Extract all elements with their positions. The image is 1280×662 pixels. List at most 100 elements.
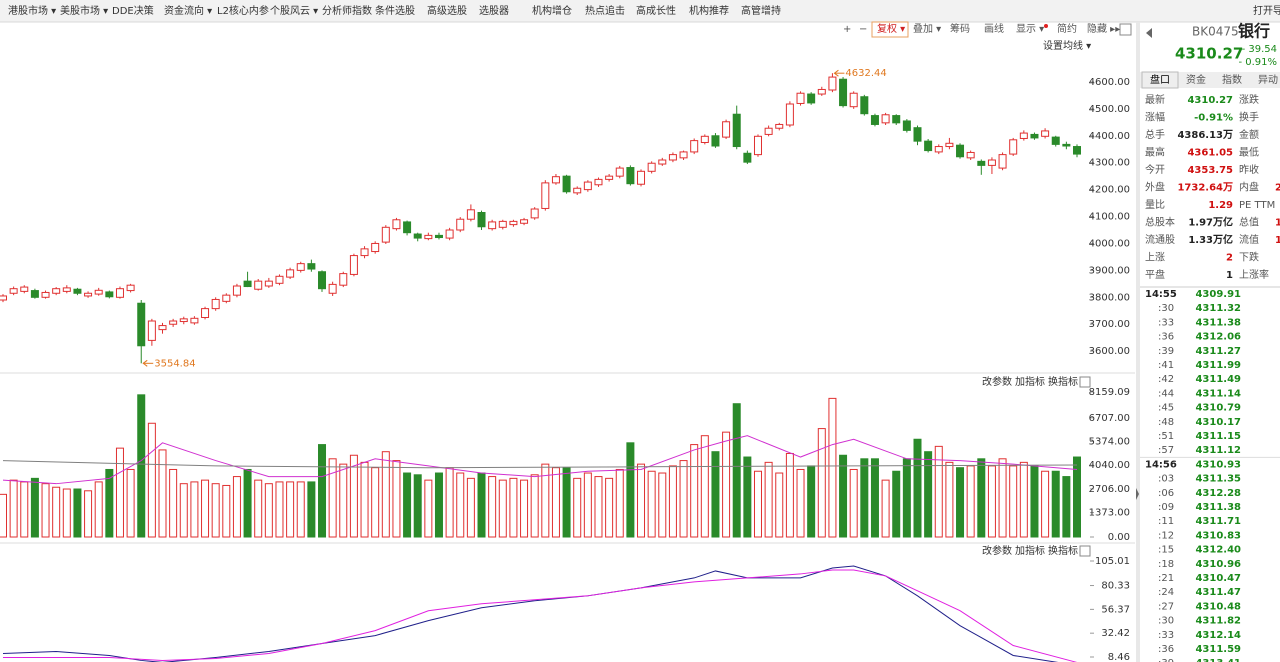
menu-bar [0,0,1280,22]
panel-link[interactable]: 改参数 [982,375,1012,388]
volume-bar [934,445,943,538]
tick-time: :30 [1158,303,1174,314]
candle-body [892,115,901,124]
menu-item[interactable]: 资金流向 ▾ [164,4,212,17]
candle-body [520,219,529,224]
ma-setting[interactable]: 设置均线 ▾ [1043,39,1091,52]
tick-time: :15 [1158,545,1174,556]
candle-body [41,291,50,298]
candle-body [796,92,805,104]
y-tick-label: 1373.00 [1089,508,1130,519]
volume-bar [1051,470,1060,538]
panel-link[interactable]: 加指标 [1015,544,1045,557]
tab[interactable]: 异动 [1258,74,1278,86]
menu-item[interactable]: L2核心内参 [217,4,269,17]
candle-body [9,288,18,294]
menu-item[interactable]: 选股器 [479,4,509,17]
change: - 39.54 [1242,44,1277,55]
tick-price: 4310.83 [1195,530,1241,541]
splitter [1136,22,1140,662]
row-label: 最新 [1145,93,1165,106]
close-box[interactable] [1079,545,1091,557]
panel-link[interactable]: 加指标 [1015,375,1045,388]
tab[interactable]: 盘口 [1150,73,1170,86]
candle-body [881,114,890,124]
toolbar-item[interactable]: 筹码 [950,22,970,35]
y-tick-label: 8.46 [1108,652,1130,662]
toolbar-item[interactable]: 隐藏 ▸▸ [1087,23,1120,35]
volume-bar [849,468,858,538]
menu-item[interactable]: 高级选股 [427,4,467,17]
toolbar-item[interactable]: 叠加 ▾ [913,23,941,35]
volume-bar [84,490,93,538]
candle-body [764,127,773,135]
row-label2: 昨收 [1239,163,1259,176]
toolbar-item[interactable]: 显示 ▾ [1016,23,1044,35]
menu-item[interactable]: 机构推荐 [689,4,729,17]
fuquan-box[interactable] [871,21,909,38]
back-arrow[interactable] [1146,28,1152,38]
menu-item[interactable]: 港股市场 ▾ [8,4,56,17]
menu-item[interactable]: 热点追击 [585,4,625,17]
volume-bar [94,481,103,538]
tab[interactable]: 指数 [1222,73,1242,86]
menu-item[interactable]: 美股市场 ▾ [60,4,108,17]
candle-body [211,298,220,310]
candle-body [232,285,241,296]
y-tick-label: 4500.00 [1089,104,1130,115]
volume-bar [179,483,188,538]
toolbar-item[interactable]: + [843,24,851,35]
y-tick-label: 4200.00 [1089,185,1130,196]
menu-item[interactable]: 分析师指数 [322,4,372,17]
candle-body [126,284,135,292]
tick-time: :03 [1158,474,1174,485]
candle-body [477,212,486,228]
volume-bar [839,454,848,538]
toolbar-item[interactable]: 简约 [1057,22,1077,35]
panel-link[interactable]: 换指标 [1048,544,1078,557]
menu-right[interactable]: 打开导 [1253,4,1280,17]
row-label: 平盘 [1145,268,1165,281]
candle-body [94,289,103,295]
panel-link[interactable]: 改参数 [982,544,1012,557]
volume-bar [998,458,1007,538]
tick-time: :27 [1158,601,1174,612]
menu-item[interactable]: 高成长性 [636,4,676,17]
candle-body [541,182,550,209]
volume-bar [817,428,826,538]
menu-item[interactable]: DDE决策 [112,4,154,17]
tab[interactable]: 资金 [1186,73,1206,86]
candle-body [945,142,954,148]
volume-bar [339,463,348,538]
candle-body [828,76,837,91]
candle-body [498,220,507,228]
toolbar-item[interactable]: 画线 [984,22,1004,35]
name: 银行 [1238,22,1270,41]
row-value: 4361.05 [1187,148,1233,159]
candle-body [1030,133,1039,139]
volume-bar [286,481,295,538]
tick-price: 4312.40 [1195,545,1241,556]
tab-bar [1140,72,1280,88]
candle-body [179,318,188,323]
volume-bar [902,458,911,538]
candle-body [52,288,61,294]
fullscreen-icon[interactable] [1119,23,1132,36]
indicator-line [3,569,1078,662]
menu-item[interactable]: 个股风云 ▾ [270,5,318,17]
toolbar-item[interactable]: − [859,24,867,35]
menu-item[interactable]: 高管增持 [741,4,781,17]
toolbar-item[interactable]: 复权 ▾ [877,22,905,35]
close-box[interactable] [1079,376,1091,388]
tick-time: :36 [1158,332,1174,343]
tick-price: 4310.47 [1195,573,1241,584]
tick-time: :09 [1158,502,1174,513]
candle-body [562,175,571,193]
row-label2: 涨跌 [1239,93,1259,106]
panel-link[interactable]: 换指标 [1048,375,1078,388]
candle-body [456,218,465,231]
notice-dot [1044,24,1048,28]
menu-item[interactable]: 条件选股 [375,4,415,17]
candle-body [360,248,369,257]
menu-item[interactable]: 机构增仓 [532,4,572,17]
